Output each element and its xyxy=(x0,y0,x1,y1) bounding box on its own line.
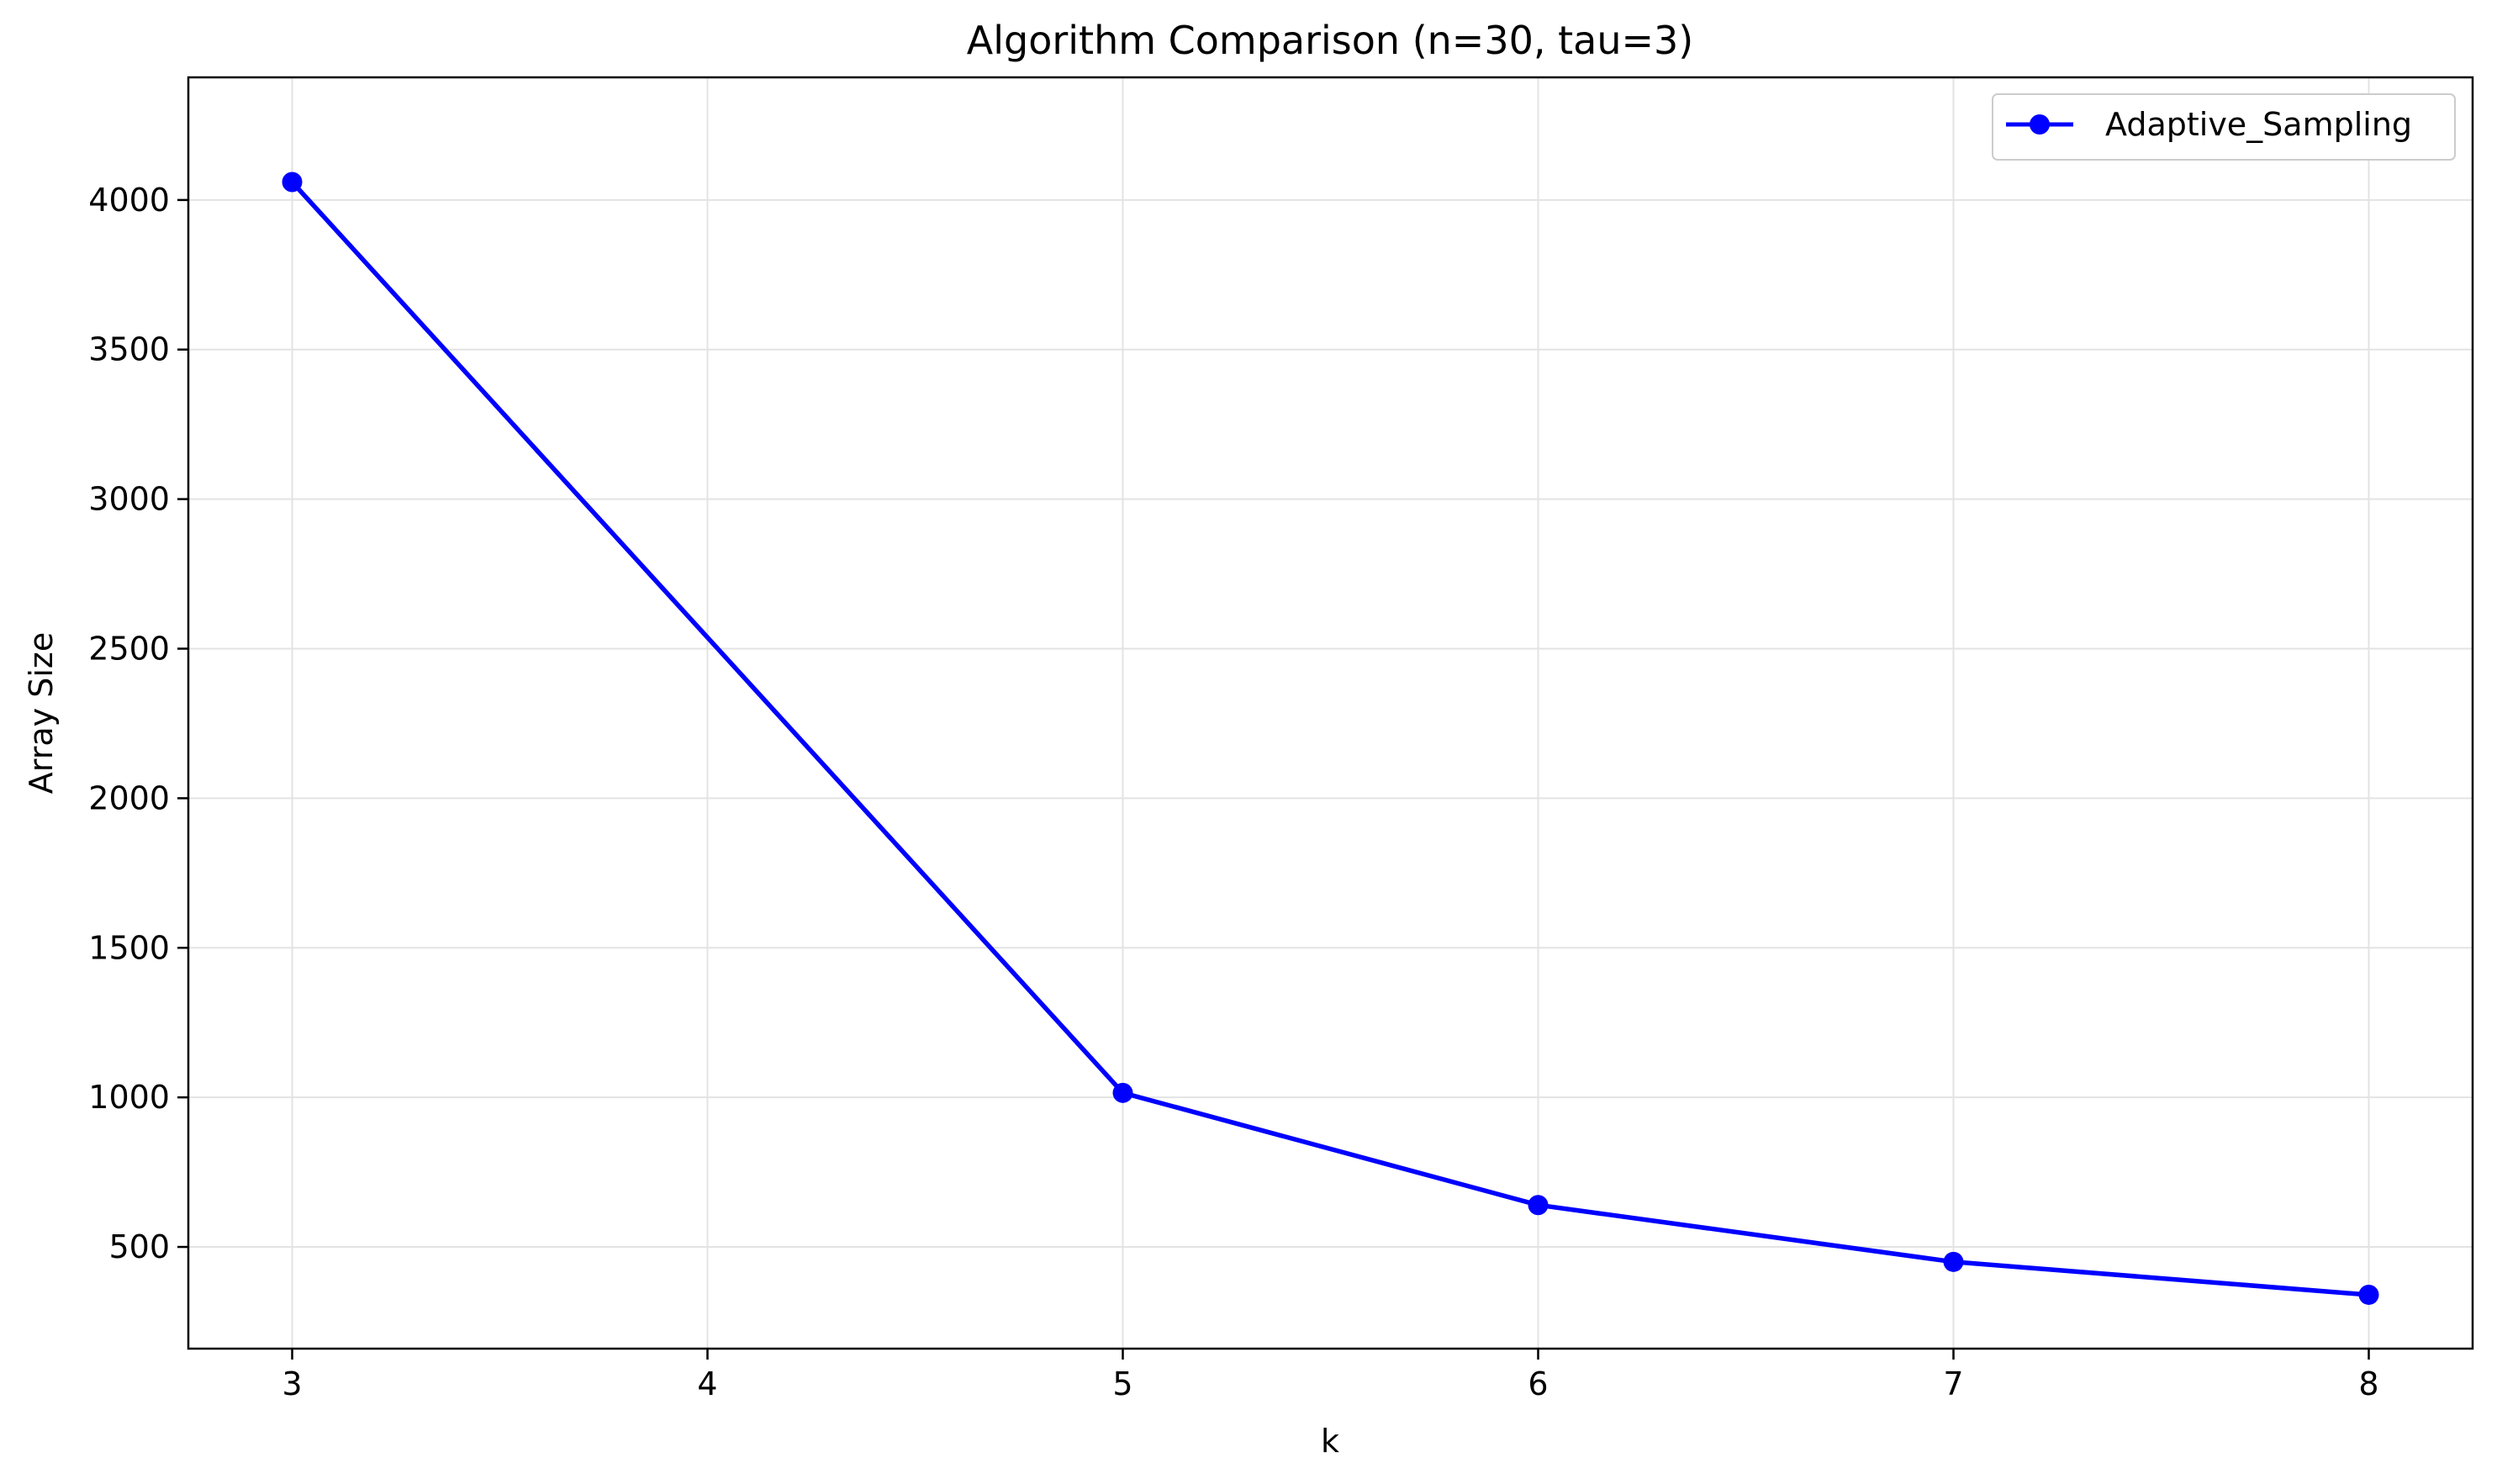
legend-label: Adaptive_Sampling xyxy=(2105,106,2412,143)
y-tick-label: 2000 xyxy=(88,779,170,816)
x-tick-label: 7 xyxy=(1943,1365,1963,1402)
x-tick-label: 3 xyxy=(282,1365,302,1402)
y-tick-label: 1500 xyxy=(88,929,170,966)
legend-box xyxy=(1992,93,2456,161)
y-axis-label: Array Size xyxy=(23,632,60,794)
data-point xyxy=(1112,1082,1133,1103)
plot-area-frame xyxy=(187,76,2474,1350)
chart-title: Algorithm Comparison (n=30, tau=3) xyxy=(967,18,1694,63)
y-axis: 500 1000 1500 2000 2500 3000 3500 4000 xyxy=(88,182,188,1265)
data-point xyxy=(2358,1284,2379,1305)
grid xyxy=(188,77,2473,1349)
legend: Adaptive_Sampling xyxy=(1992,93,2456,161)
y-tick-label: 1000 xyxy=(88,1079,170,1116)
y-tick-label: 500 xyxy=(108,1228,170,1265)
x-tick-label: 4 xyxy=(697,1365,717,1402)
y-tick-label: 3000 xyxy=(88,481,170,518)
data-point xyxy=(282,172,303,193)
y-tick-label: 2500 xyxy=(88,631,170,668)
x-tick-label: 5 xyxy=(1112,1365,1132,1402)
x-tick-label: 6 xyxy=(1528,1365,1548,1402)
x-axis: 3 4 5 6 7 8 xyxy=(282,1349,2379,1402)
series-layer xyxy=(282,172,2379,1305)
data-point xyxy=(1943,1251,1964,1272)
legend-marker xyxy=(2030,114,2050,135)
data-point xyxy=(1528,1195,1549,1216)
x-axis-label: k xyxy=(1321,1423,1339,1460)
y-tick-label: 4000 xyxy=(88,182,170,219)
y-tick-label: 3500 xyxy=(88,331,170,368)
x-tick-label: 8 xyxy=(2358,1365,2378,1402)
